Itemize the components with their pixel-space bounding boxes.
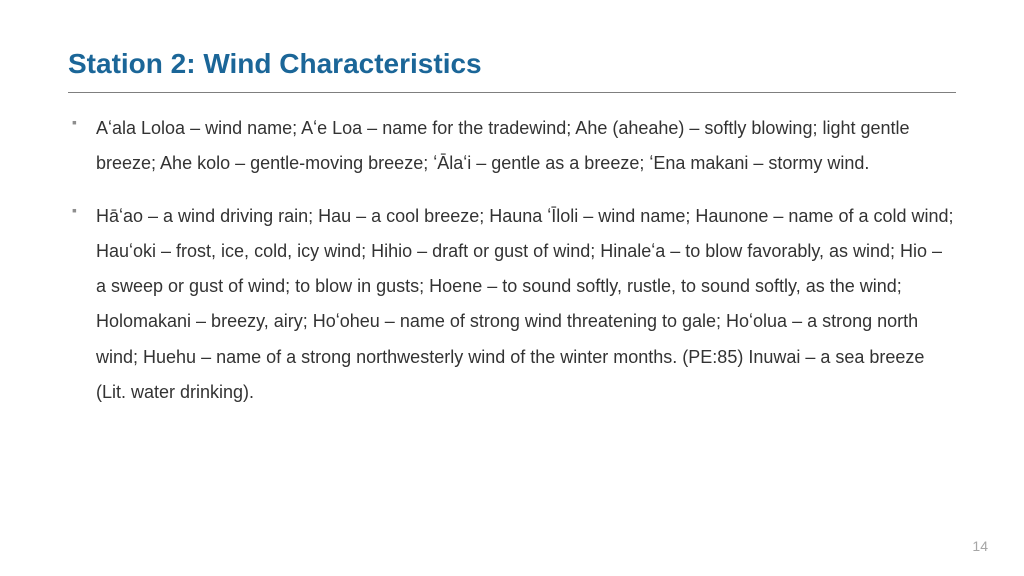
bullet-text: Aʻala Loloa – wind name; Aʻe Loa – name …: [96, 118, 910, 173]
slide: Station 2: Wind Characteristics Aʻala Lo…: [0, 0, 1024, 576]
title-divider: [68, 92, 956, 93]
bullet-text: Hāʻao – a wind driving rain; Hau – a coo…: [96, 206, 954, 401]
list-item: Hāʻao – a wind driving rain; Hau – a coo…: [68, 199, 956, 410]
page-title: Station 2: Wind Characteristics: [68, 48, 956, 80]
content-area: Aʻala Loloa – wind name; Aʻe Loa – name …: [68, 111, 956, 410]
list-item: Aʻala Loloa – wind name; Aʻe Loa – name …: [68, 111, 956, 181]
bullet-list: Aʻala Loloa – wind name; Aʻe Loa – name …: [68, 111, 956, 410]
page-number: 14: [972, 538, 988, 554]
